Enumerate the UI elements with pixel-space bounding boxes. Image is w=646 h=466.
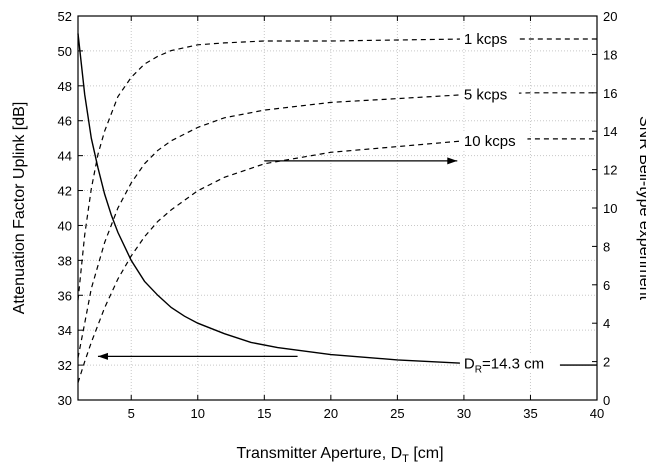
y-left-tick-label: 44 xyxy=(58,149,72,164)
y-right-tick-label: 18 xyxy=(603,47,617,62)
y-right-tick-label: 0 xyxy=(603,393,610,408)
y-right-axis-title: SNR Bell-type experiment xyxy=(636,116,646,301)
series-line-d-r-14-3-cm xyxy=(77,33,597,366)
series-line-10-kcps xyxy=(77,138,597,383)
y-left-axis-title: Attenuation Factor Uplink [dB] xyxy=(11,102,28,315)
y-right-tick-label: 2 xyxy=(603,355,610,370)
x-tick-label: 5 xyxy=(128,406,135,421)
arrow-head-right xyxy=(447,157,458,165)
x-tick-label: 30 xyxy=(457,406,471,421)
y-right-tick-label: 12 xyxy=(603,163,617,178)
y-right-tick-label: 20 xyxy=(603,9,617,24)
x-axis-title: Transmitter Aperture, DT [cm] xyxy=(236,445,443,465)
y-left-tick-label: 46 xyxy=(58,114,72,129)
annotation-label: 1 kcps xyxy=(464,31,507,48)
y-right-tick-label: 16 xyxy=(603,86,617,101)
series-group xyxy=(77,33,597,383)
x-tick-label: 25 xyxy=(390,406,404,421)
annotation-bg xyxy=(459,354,560,373)
y-left-tick-label: 52 xyxy=(58,9,72,24)
y-right-tick-label: 14 xyxy=(603,124,617,139)
y-left-tick-label: 38 xyxy=(58,253,72,268)
x-tick-label: 40 xyxy=(590,406,604,421)
x-tick-label: 10 xyxy=(191,406,205,421)
y-left-tick-label: 42 xyxy=(58,184,72,199)
annotation-label: 10 kcps xyxy=(464,133,516,150)
y-left-tick-label: 32 xyxy=(58,358,72,373)
annotation-bg xyxy=(459,131,528,150)
x-tick-label: 20 xyxy=(324,406,338,421)
y-left-tick-label: 30 xyxy=(58,393,72,408)
y-left-tick-label: 50 xyxy=(58,44,72,59)
y-right-tick-label: 4 xyxy=(603,316,610,331)
grid xyxy=(78,16,598,400)
x-tick-label: 15 xyxy=(257,406,271,421)
annotation-bg xyxy=(459,30,519,49)
y-left-tick-label: 34 xyxy=(58,323,72,338)
y-left-tick-label: 36 xyxy=(58,288,72,303)
x-tick-label: 35 xyxy=(523,406,537,421)
arrow-head-left xyxy=(97,352,108,360)
ticks-group: 5 10 15 20 25 30 35 403032343638404244464850520… xyxy=(58,9,618,421)
y-right-tick-label: 8 xyxy=(603,239,610,254)
series-line-5-kcps xyxy=(77,92,597,358)
y-right-tick-label: 10 xyxy=(603,201,617,216)
plot-frame xyxy=(77,15,598,401)
y-left-tick-label: 48 xyxy=(58,79,72,94)
y-left-tick-label: 40 xyxy=(58,218,72,233)
y-right-tick-label: 6 xyxy=(603,278,610,293)
annotation-label: 5 kcps xyxy=(464,87,507,104)
annotations-group: 1 kcps 5 kcps 10 kcps DR=14.3 cm xyxy=(97,30,560,375)
annotation-bg xyxy=(459,85,519,104)
series-line-1-kcps xyxy=(77,38,597,301)
annotation-label: DR=14.3 cm xyxy=(464,355,544,375)
